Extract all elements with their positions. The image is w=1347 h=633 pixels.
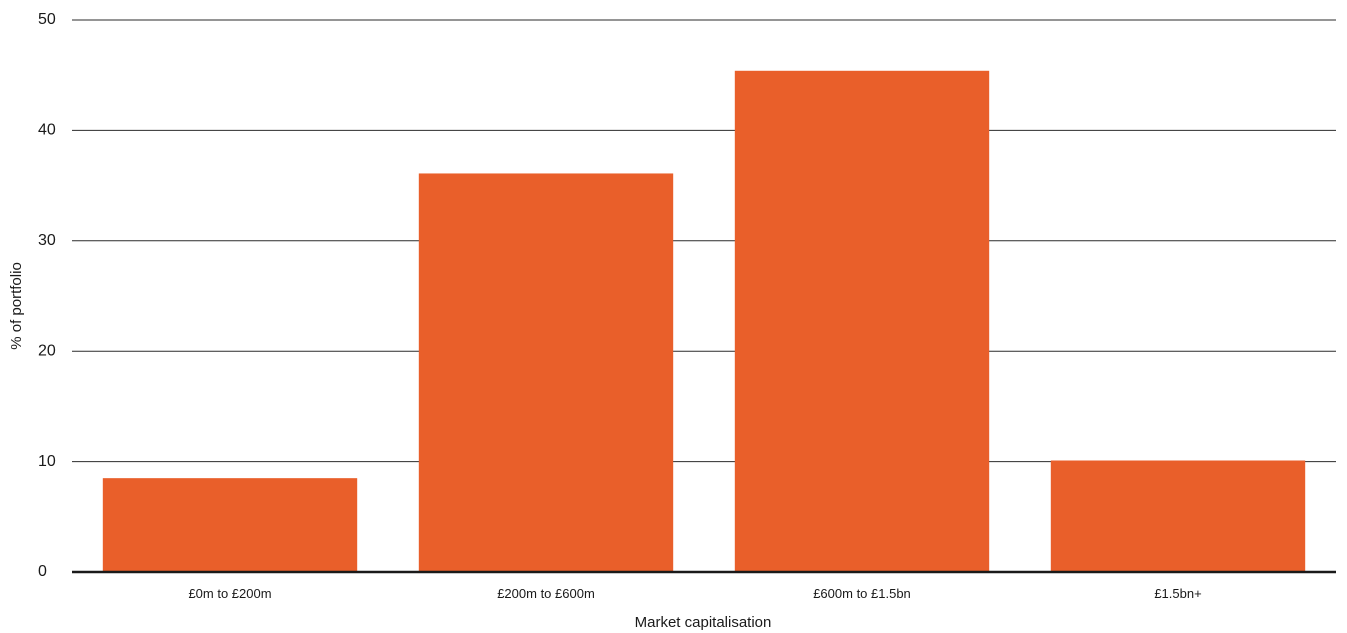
x-axis-title: Market capitalisation	[635, 614, 772, 631]
bar	[418, 173, 674, 572]
gridlines	[72, 19, 1336, 463]
x-tick-label: £200m to £600m	[497, 586, 595, 601]
y-tick-labels: 0 10 20 30 40 50	[38, 11, 56, 580]
y-tick-label: 50	[38, 11, 56, 28]
y-tick-label: 30	[38, 232, 56, 249]
y-tick-label: 10	[38, 453, 56, 470]
x-tick-label: £1.5bn+	[1154, 586, 1201, 601]
y-tick-label: 20	[38, 342, 56, 359]
x-tick-labels: £0m to £200m £200m to £600m £600m to £1.5b…	[188, 586, 1201, 601]
y-tick-label: 40	[38, 122, 56, 139]
x-tick-label: £0m to £200m	[188, 586, 271, 601]
bar	[1050, 460, 1306, 572]
bar	[102, 478, 358, 572]
y-axis-title: % of portfolio	[8, 262, 25, 350]
x-tick-label: £600m to £1.5bn	[813, 586, 911, 601]
bar	[734, 70, 990, 572]
bars	[102, 70, 1306, 572]
y-tick-label: 0	[38, 563, 47, 580]
